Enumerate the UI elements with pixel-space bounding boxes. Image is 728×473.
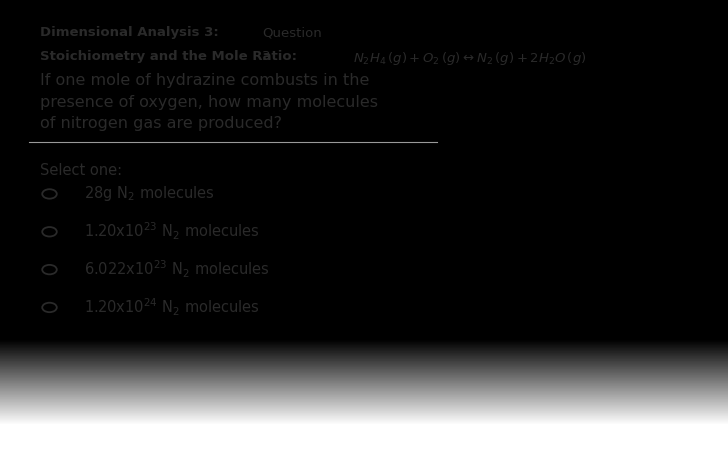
Text: Select one:: Select one: [40,163,122,178]
Text: $N_2H_4\,(g) + O_2\,(g) \leftrightarrow N_2\,(g) + 2H_2O\,(g)$: $N_2H_4\,(g) + O_2\,(g) \leftrightarrow … [353,50,587,67]
Text: presence of oxygen, how many molecules: presence of oxygen, how many molecules [40,95,378,110]
Text: If one mole of hydrazine combusts in the: If one mole of hydrazine combusts in the [40,73,369,88]
Text: 1.20x10$^{23}$ N$_2$ molecules: 1.20x10$^{23}$ N$_2$ molecules [84,221,259,243]
Text: 1.20x10$^{24}$ N$_2$ molecules: 1.20x10$^{24}$ N$_2$ molecules [84,297,259,318]
Text: 28g N$_2$ molecules: 28g N$_2$ molecules [84,184,215,203]
Text: 3: 3 [262,50,271,62]
Text: Dimensional Analysis 3:: Dimensional Analysis 3: [40,26,219,39]
Text: Stoichiometry and the Mole Ratio:: Stoichiometry and the Mole Ratio: [40,50,297,62]
Text: of nitrogen gas are produced?: of nitrogen gas are produced? [40,116,282,131]
Text: Question: Question [262,26,322,39]
Text: 6.022x10$^{23}$ N$_2$ molecules: 6.022x10$^{23}$ N$_2$ molecules [84,259,269,280]
